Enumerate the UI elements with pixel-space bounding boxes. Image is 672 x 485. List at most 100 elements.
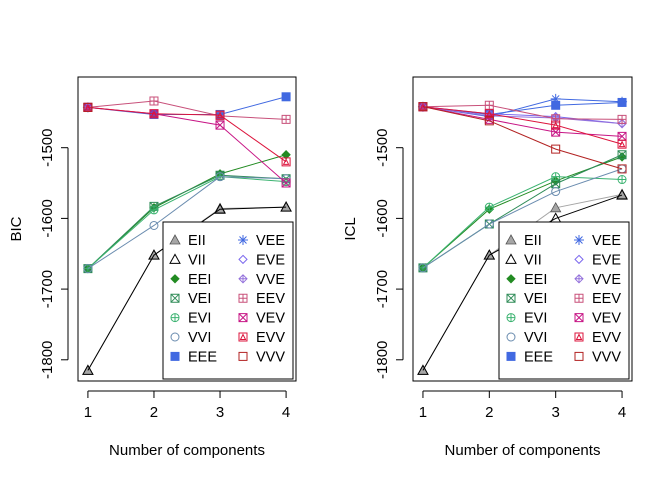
icl-point-vee — [617, 96, 628, 107]
bic-point-evi — [149, 205, 159, 215]
icl-point-evi — [617, 175, 627, 185]
bic-point-vvi — [83, 264, 93, 274]
icl-legend-label-evi: EVI — [524, 311, 547, 327]
bic-series-line-evi — [87, 176, 287, 269]
bic-point-vii — [280, 201, 292, 212]
icl-legend-marker-eve — [574, 254, 584, 265]
bic-legend-marker-vvv — [238, 351, 248, 361]
icl-legend-marker-vei — [506, 293, 516, 303]
bic-y-tick-label: -1600 — [39, 199, 56, 237]
icl-point-vvi — [484, 219, 494, 229]
bic-series-line-eee — [87, 96, 287, 115]
bic-legend-marker-vve — [238, 274, 248, 284]
bic-legend-marker-vee — [238, 235, 248, 245]
icl-legend-marker-vee — [574, 235, 584, 245]
bic-y-tick-label: -1700 — [39, 270, 56, 308]
icl-x-axis-title: Number of components — [445, 442, 601, 459]
bic-series-group — [82, 92, 292, 375]
bic-legend-box — [162, 221, 294, 380]
icl-legend-marker-vvv — [574, 351, 584, 361]
bic-legend-label-vvi: VVI — [188, 330, 211, 346]
icl-x-axis: 1 2 3 4 — [419, 390, 626, 421]
bic-legend-marker-eii — [169, 234, 181, 245]
bic-legend-marker-vvi — [170, 332, 180, 342]
bic-legend-marker-eve — [238, 254, 248, 265]
bic-legend: EII VII EEI VEI EVI VVI EEE VEE EVE VVE EEV VEV EVV V… — [162, 221, 294, 380]
icl-point-eev — [484, 100, 494, 110]
bic-legend-label-vei: VEI — [188, 291, 211, 307]
icl-legend-marker-vev — [574, 313, 584, 323]
bic-series-line-vvi — [87, 176, 287, 270]
icl-point-vvi — [418, 263, 428, 273]
bic-x-axis-title: Number of components — [109, 442, 265, 459]
icl-point-vii — [483, 249, 496, 260]
icl-x-tick-label: 2 — [485, 404, 493, 421]
icl-legend: EII VII EEI VEI EVI VVI EEE VEE EVE VVE EEV VEV EVV V… — [498, 221, 630, 380]
bic-point-evv — [215, 110, 225, 120]
icl-legend-marker-eii — [505, 234, 517, 245]
icl-point-vvv — [484, 116, 494, 126]
bic-point-vev — [281, 178, 291, 188]
icl-legend-box — [498, 221, 630, 380]
bic-legend-label-evv: EVV — [256, 330, 285, 346]
bic-legend-label-vii: VII — [188, 252, 206, 268]
icl-point-vii — [417, 364, 429, 375]
bic-point-vii — [214, 203, 226, 214]
icl-x-tick-label: 3 — [552, 404, 560, 421]
icl-legend-label-vev: VEV — [592, 311, 621, 327]
bic-legend-label-eev: EEV — [256, 291, 285, 307]
bic-point-vvv — [83, 102, 93, 112]
bic-legend-marker-evv — [238, 332, 248, 342]
icl-point-evi — [551, 172, 561, 182]
icl-y-tick-label: -1700 — [374, 270, 391, 308]
bic-legend-label-eei: EEI — [188, 272, 211, 288]
bic-legend-marker-vei — [170, 293, 180, 303]
icl-legend-marker-evv — [574, 332, 584, 342]
icl-point-evv — [617, 139, 627, 149]
bic-legend-label-eve: EVE — [256, 252, 285, 268]
bic-legend-label-vve: VVE — [256, 272, 285, 288]
bic-series-line-evv — [87, 106, 287, 163]
icl-point-vee — [550, 93, 561, 104]
bic-legend-label-vev: VEV — [256, 311, 285, 327]
icl-legend-label-vee: VEE — [592, 233, 621, 249]
bic-point-eii — [280, 201, 292, 212]
bic-point-vvi — [149, 220, 159, 230]
icl-y-tick-label: -1600 — [374, 199, 391, 237]
bic-legend-label-eii: EII — [188, 233, 206, 249]
icl-y-tick-label: -1800 — [374, 341, 391, 379]
icl-plot-frame — [412, 76, 633, 382]
bic-series-line-vei — [87, 174, 287, 269]
bic-point-vii — [148, 249, 160, 260]
icl-legend-marker-evi — [506, 313, 516, 323]
bic-y-tick-label: -1800 — [39, 341, 56, 379]
icl-legend-label-vvi: VVI — [524, 330, 547, 346]
icl-x-tick-label: 4 — [618, 404, 626, 421]
icl-legend-label-eve: EVE — [592, 252, 621, 268]
bic-legend-label-eee: EEE — [188, 349, 217, 365]
icl-series-line-eev — [422, 104, 623, 120]
icl-point-vei — [617, 150, 627, 160]
icl-point-evi — [484, 202, 494, 212]
icl-series-line-evi — [422, 176, 623, 269]
icl-point-vvv — [617, 164, 627, 174]
bic-point-eee — [281, 92, 291, 102]
bic-series-line-vev — [87, 106, 287, 184]
icl-point-eev — [617, 114, 627, 124]
bic-legend-label-evi: EVI — [188, 311, 211, 327]
bic-y-axis-title: BIC — [8, 216, 25, 241]
icl-point-vvv — [418, 102, 428, 112]
bic-legend-marker-eei — [170, 274, 180, 284]
bic-x-tick-label: 4 — [282, 404, 290, 421]
icl-series-line-vve — [422, 106, 623, 125]
bic-legend-marker-eee — [170, 351, 180, 361]
icl-legend-label-vei: VEI — [524, 291, 547, 307]
icl-point-eii — [550, 201, 562, 213]
bic-point-vvi — [215, 172, 225, 182]
icl-series-line-vvi — [422, 168, 623, 269]
icl-legend-marker-vve — [574, 274, 584, 284]
bic-x-axis: 1 2 3 4 — [84, 390, 290, 421]
bic-y-tick-label: -1500 — [39, 129, 56, 167]
